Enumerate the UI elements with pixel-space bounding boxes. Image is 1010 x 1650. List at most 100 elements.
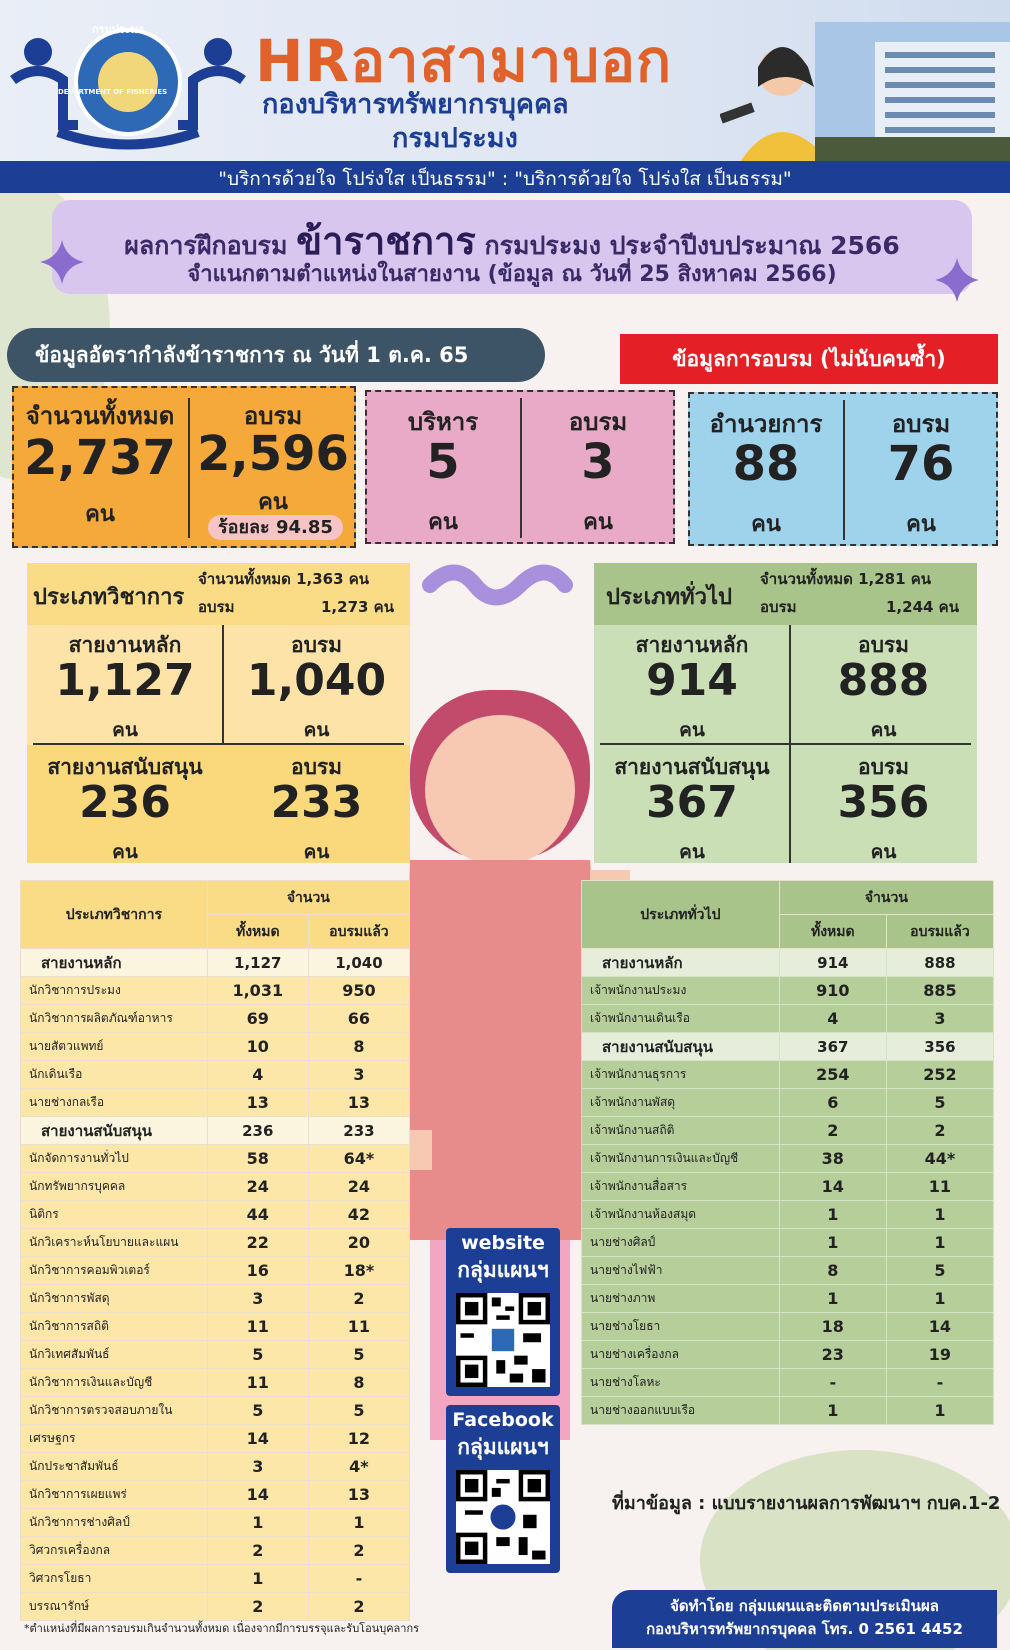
academic-main-value: 1,127 — [55, 655, 195, 706]
table-row: นักวิเทศสัมพันธ์ 5 5 — [20, 1340, 411, 1369]
row-trained: - — [307, 1564, 411, 1593]
row-trained: 64* — [307, 1144, 411, 1173]
website-qr-subtitle: กลุ่มแผนฯ — [457, 1258, 549, 1282]
row-name: นักวิชาการช่างศิลป์ — [20, 1508, 208, 1537]
row-name: นายช่างโยธา — [581, 1312, 780, 1341]
row-trained: 5 — [885, 1256, 995, 1285]
facebook-qr-title: Facebook — [452, 1409, 554, 1431]
row-total: 14 — [206, 1424, 309, 1453]
executive-trained-value: 3 — [581, 434, 615, 490]
executive-label: บริหาร — [407, 408, 479, 436]
row-name: นักวิชาการผลิตภัณฑ์อาหาร — [20, 1004, 208, 1033]
row-name: เจ้าพนักงานห้องสมุด — [581, 1200, 780, 1229]
executive-trained-unit: คน — [583, 510, 613, 535]
row-total: 13 — [206, 1088, 309, 1117]
academic-panel-header: ประเภทวิชาการ จำนวนทั้งหมด 1,363 คน อบรม… — [27, 563, 410, 625]
general-table-count-header: จำนวน — [778, 880, 995, 915]
row-trained: 8 — [307, 1368, 411, 1397]
table-row: บรรณารักษ์ 2 2 — [20, 1592, 411, 1621]
credit-box: จัดทำโดย กลุ่มแผนและติดตามประเมินผล กองบ… — [612, 1590, 997, 1648]
general-support-value: 367 — [646, 777, 738, 828]
row-total: 3 — [206, 1284, 309, 1313]
title-banner: ผลการฝึกอบรม ข้าราชการ กรมประมง ประจำปีง… — [52, 200, 972, 294]
academic-main-trained-label: อบรม — [290, 633, 343, 657]
academic-support-trained-value: 233 — [270, 777, 363, 828]
row-trained: 2 — [307, 1536, 411, 1565]
row-total: 914 — [778, 948, 887, 977]
general-table: ประเภททั่วไป จำนวน ทั้งหมด อบรมแล้ว สายง… — [581, 880, 995, 1425]
row-total: 23 — [778, 1340, 887, 1369]
table-row: นายช่างโยธา 18 14 — [581, 1312, 995, 1341]
table-row: เจ้าพนักงานสื่อสาร 14 11 — [581, 1172, 995, 1201]
logo-text-bottom: DEPARTMENT OF FISHERIES — [58, 88, 168, 96]
table-row: นักวิชาการช่างศิลป์ 1 1 — [20, 1508, 411, 1537]
academic-support-label: สายงานสนับสนุน — [47, 755, 203, 779]
general-main-trained-value: 888 — [837, 655, 930, 706]
table-row: นักวิชาการคอมพิวเตอร์ 16 18* — [20, 1256, 411, 1285]
row-name: นายช่างกลเรือ — [20, 1088, 208, 1117]
row-trained: 2 — [307, 1284, 411, 1313]
row-total: 69 — [206, 1004, 309, 1033]
row-name: เจ้าพนักงานเดินเรือ — [581, 1004, 780, 1033]
table-row: นิติกร 44 42 — [20, 1200, 411, 1229]
facebook-qr-box[interactable]: Facebook กลุ่มแผนฯ — [446, 1405, 560, 1573]
general-table-type-header: ประเภททั่วไป — [581, 880, 780, 949]
row-total: 24 — [206, 1172, 309, 1201]
row-name: นักวิชาการตรวจสอบภายใน — [20, 1396, 208, 1425]
row-total: 58 — [206, 1144, 309, 1173]
general-title: ประเภททั่วไป — [606, 585, 733, 610]
sparkle-star-icon — [935, 258, 979, 302]
general-support-trained-value: 356 — [837, 777, 930, 828]
trained-value: 2,596 — [197, 426, 349, 482]
row-total: 44 — [206, 1200, 309, 1229]
divider — [33, 743, 404, 745]
divider — [600, 743, 971, 745]
table-row: เจ้าพนักงานห้องสมุด 1 1 — [581, 1200, 995, 1229]
table-row: นายช่างเครื่องกล 23 19 — [581, 1340, 995, 1369]
table-row: นักวิชาการสถิติ 11 11 — [20, 1312, 411, 1341]
executive-trained-label: อบรม — [568, 408, 628, 436]
academic-main-unit: คน — [112, 719, 138, 741]
row-name: นักเดินเรือ — [20, 1060, 208, 1089]
row-name: นายช่างเครื่องกล — [581, 1340, 780, 1369]
academic-grid: สายงานหลัก 1,127 คน อบรม 1,040 คน สายงาน… — [27, 625, 410, 863]
academic-support-unit: คน — [112, 841, 138, 863]
row-total: 11 — [206, 1312, 309, 1341]
table-row: นายสัตวแพทย์ 10 8 — [20, 1032, 411, 1061]
row-name: เจ้าพนักงานการเงินและบัญชี — [581, 1144, 780, 1173]
hr-title-hr: HR — [255, 27, 351, 95]
academic-support-trained-label: อบรม — [290, 755, 343, 779]
row-total: 910 — [778, 976, 887, 1005]
row-trained: 1 — [307, 1508, 411, 1537]
row-total: 5 — [206, 1340, 309, 1369]
general-main-unit: คน — [679, 719, 705, 741]
row-name: นักประชาสัมพันธ์ — [20, 1452, 208, 1481]
row-total: 367 — [778, 1032, 887, 1061]
row-name: นักวิชาการประมง — [20, 976, 208, 1005]
divider — [520, 398, 522, 538]
workforce-data-tag: ข้อมูลอัตรากำลังข้าราชการ ณ วันที่ 1 ต.ค… — [7, 328, 545, 382]
trained-unit: คน — [258, 490, 288, 515]
table-row: นักวิชาการเงินและบัญชี 11 8 — [20, 1368, 411, 1397]
director-trained-unit: คน — [906, 512, 936, 537]
title-line-2: จำแนกตามตำแหน่งในสายงาน (ข้อมูล ณ วันที่… — [187, 262, 837, 287]
table-row: วิศวกรโยธา 1- — [20, 1564, 411, 1593]
general-support-unit: คน — [679, 841, 705, 863]
row-trained: 5 — [885, 1088, 995, 1117]
row-trained: 4* — [307, 1452, 411, 1481]
row-trained: 233 — [307, 1116, 411, 1145]
qr-code-icon[interactable] — [456, 1470, 550, 1564]
row-total: 11 — [206, 1368, 309, 1397]
divider — [188, 398, 190, 538]
row-total: 1 — [778, 1396, 887, 1425]
row-total: 2 — [206, 1592, 309, 1621]
table-row: นายช่างภาพ 1 1 — [581, 1284, 995, 1313]
executive-value: 5 — [426, 434, 460, 490]
website-qr-box[interactable]: website กลุ่มแผนฯ — [446, 1228, 560, 1396]
row-trained: 11 — [885, 1172, 995, 1201]
row-name: เจ้าพนักงานสถิติ — [581, 1116, 780, 1145]
qr-code-icon[interactable] — [456, 1293, 550, 1387]
row-name: นิติกร — [20, 1200, 208, 1229]
general-support-trained-unit: คน — [870, 841, 897, 863]
director-trained-value: 76 — [887, 436, 955, 492]
